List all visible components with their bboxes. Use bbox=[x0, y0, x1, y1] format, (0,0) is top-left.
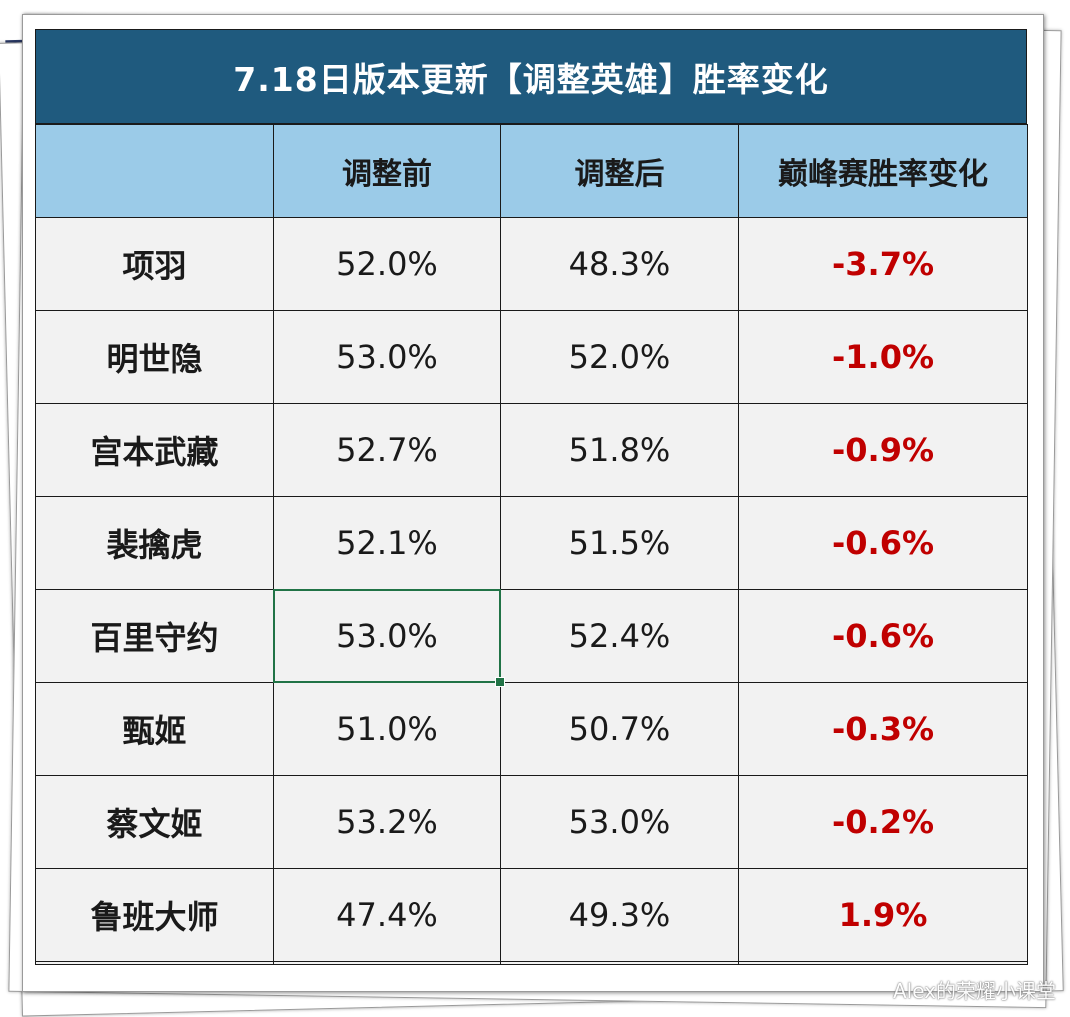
header-cell-after[interactable]: 调整后 bbox=[500, 124, 739, 218]
watermark: Alex的荣耀小课堂 bbox=[892, 979, 1056, 1003]
after-cell[interactable]: 48.3% bbox=[500, 217, 739, 311]
header-row: 调整前 调整后 巅峰赛胜率变化 bbox=[35, 124, 1028, 218]
spreadsheet-table: 7.18日版本更新【调整英雄】胜率变化 调整前 调整后 巅峰赛胜率变化 项羽 5… bbox=[35, 29, 1028, 991]
hero-name-cell[interactable]: 甄姬 bbox=[35, 682, 274, 776]
delta-cell[interactable]: -0.6% bbox=[738, 589, 1028, 683]
table-row: 裴擒虎 52.1% 51.5% -0.6% bbox=[35, 496, 1028, 590]
empty-cell[interactable] bbox=[500, 961, 739, 965]
hero-name-cell[interactable]: 宫本武藏 bbox=[35, 403, 274, 497]
table-row: 鲁班大师 47.4% 49.3% 1.9% bbox=[35, 868, 1028, 962]
before-cell[interactable]: 47.4% bbox=[273, 868, 501, 962]
table-row: 百里守约 53.0% 52.4% -0.6% bbox=[35, 589, 1028, 687]
after-cell[interactable]: 51.8% bbox=[500, 403, 739, 497]
table-row: 明世隐 53.0% 52.0% -1.0% bbox=[35, 310, 1028, 404]
table-row: 项羽 52.0% 48.3% -3.7% bbox=[35, 217, 1028, 311]
after-cell[interactable]: 52.0% bbox=[500, 310, 739, 404]
header-cell-before[interactable]: 调整前 bbox=[273, 124, 501, 218]
after-cell[interactable]: 49.3% bbox=[500, 868, 739, 962]
after-cell[interactable]: 51.5% bbox=[500, 496, 739, 590]
hero-name-cell[interactable]: 鲁班大师 bbox=[35, 868, 274, 962]
empty-cell[interactable] bbox=[738, 961, 1028, 965]
delta-cell[interactable]: -0.2% bbox=[738, 775, 1028, 869]
table-row: 蔡文姬 53.2% 53.0% -0.2% bbox=[35, 775, 1028, 869]
header-cell-delta[interactable]: 巅峰赛胜率变化 bbox=[738, 124, 1028, 218]
delta-cell[interactable]: 1.9% bbox=[738, 868, 1028, 962]
after-cell[interactable]: 53.0% bbox=[500, 775, 739, 869]
delta-cell[interactable]: -1.0% bbox=[738, 310, 1028, 404]
delta-cell[interactable]: -0.6% bbox=[738, 496, 1028, 590]
before-cell-selected[interactable]: 53.0% bbox=[273, 589, 505, 687]
before-cell[interactable]: 53.0% bbox=[273, 310, 501, 404]
hero-name-cell[interactable]: 蔡文姬 bbox=[35, 775, 274, 869]
hero-name-cell[interactable]: 项羽 bbox=[35, 217, 274, 311]
before-cell[interactable]: 52.0% bbox=[273, 217, 501, 311]
delta-cell[interactable]: -0.9% bbox=[738, 403, 1028, 497]
before-cell[interactable]: 51.0% bbox=[273, 682, 501, 776]
hero-name-cell[interactable]: 百里守约 bbox=[35, 589, 274, 683]
fill-handle[interactable] bbox=[495, 677, 505, 687]
empty-cell[interactable] bbox=[273, 961, 501, 965]
cell-value: 53.0% bbox=[336, 617, 438, 655]
before-cell[interactable]: 53.2% bbox=[273, 775, 501, 869]
delta-cell[interactable]: -0.3% bbox=[738, 682, 1028, 776]
header-cell-hero[interactable] bbox=[35, 124, 274, 218]
delta-cell[interactable]: -3.7% bbox=[738, 217, 1028, 311]
table-row: 宫本武藏 52.7% 51.8% -0.9% bbox=[35, 403, 1028, 497]
after-cell[interactable]: 50.7% bbox=[500, 682, 739, 776]
winrate-table: 调整前 调整后 巅峰赛胜率变化 项羽 52.0% 48.3% -3.7% 明世隐… bbox=[35, 124, 1028, 965]
paper-sheet-front: 7.18日版本更新【调整英雄】胜率变化 调整前 调整后 巅峰赛胜率变化 项羽 5… bbox=[22, 14, 1044, 992]
table-title: 7.18日版本更新【调整英雄】胜率变化 bbox=[35, 29, 1027, 124]
before-cell[interactable]: 52.1% bbox=[273, 496, 501, 590]
before-cell[interactable]: 52.7% bbox=[273, 403, 501, 497]
after-cell[interactable]: 52.4% bbox=[500, 589, 739, 683]
table-row: 甄姬 51.0% 50.7% -0.3% bbox=[35, 682, 1028, 776]
hero-name-cell[interactable]: 裴擒虎 bbox=[35, 496, 274, 590]
empty-cell[interactable] bbox=[35, 961, 274, 965]
table-row-partial bbox=[35, 961, 1028, 965]
hero-name-cell[interactable]: 明世隐 bbox=[35, 310, 274, 404]
